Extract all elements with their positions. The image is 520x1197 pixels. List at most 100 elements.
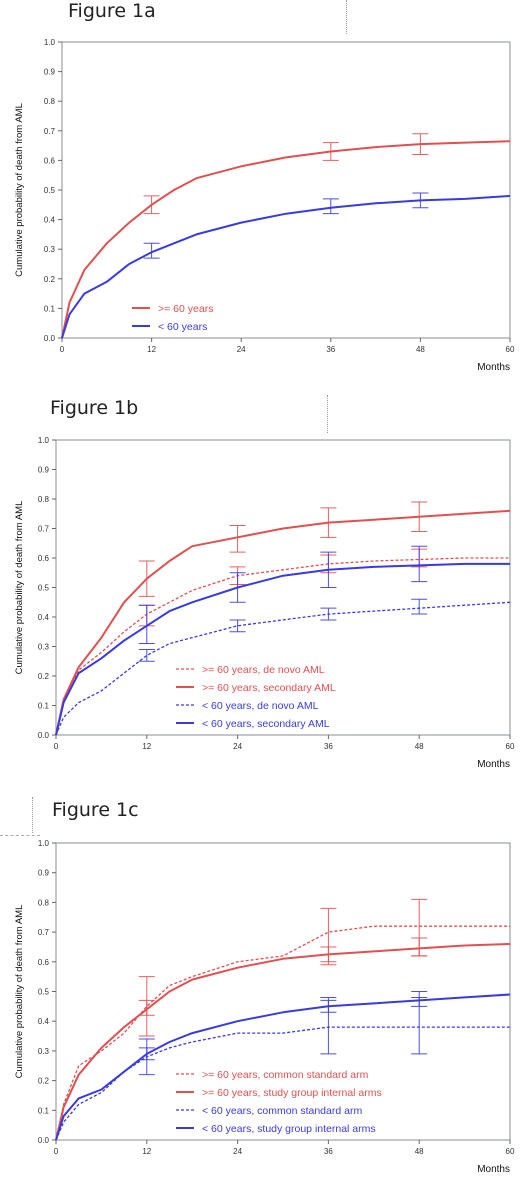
error-bar-lt-60-years-secondary-aml (411, 545, 428, 583)
y-tick-label: 0.7 (38, 525, 50, 534)
legend-label: >= 60 years, study group internal arms (202, 1087, 382, 1099)
figure-1c-top-rule (0, 835, 40, 836)
series-line-lt-60-years-secondary-aml (55, 562, 510, 736)
y-tick-label: 0.6 (38, 554, 50, 563)
y-tick-label: 0.3 (44, 245, 56, 254)
y-tick-label: 0.1 (38, 1106, 50, 1115)
y-axis-label: Cumulative probability of death from AML (14, 905, 25, 1079)
y-tick-label: 0.5 (44, 186, 56, 195)
series-line-lt-60-years-study-group-internal-arms (55, 993, 511, 1141)
x-tick-label: 60 (506, 345, 515, 354)
error-bar-ge-60-years-secondary-aml (411, 501, 428, 532)
x-tick-label: 0 (54, 742, 59, 751)
x-tick-label: 0 (60, 345, 65, 354)
x-tick-label: 48 (415, 1147, 424, 1156)
x-axis-label: Months (477, 759, 510, 770)
error-bar-lt-60-years-secondary-aml (229, 572, 246, 603)
figure-1a-guide (346, 0, 347, 34)
series-line-ge-60-years (61, 140, 511, 339)
figure-1a-panel: Figure 1a 0.0 0.1 0.2 0.3 0.4 0.5 0.6 0.7 0.8 0.9… (0, 0, 520, 395)
error-bar-lt-60-years-de-novo-aml (229, 619, 246, 633)
y-axis-label: Cumulative probability of death from AML (14, 501, 25, 675)
y-axis-label: Cumulative probability of death from AML (14, 103, 25, 277)
y-tick-label: 0.4 (44, 216, 56, 225)
y-tick-label: 0.1 (44, 304, 56, 313)
figure-1b-guide (327, 395, 328, 433)
error-bar-ge-60-years-study-group-internal-arms (320, 946, 337, 963)
x-tick-label: 0 (54, 1147, 59, 1156)
x-tick-label: 12 (147, 345, 156, 354)
error-bar-ge-60-years-secondary-aml (229, 525, 246, 553)
x-tick-label: 36 (324, 1147, 333, 1156)
figure-1a-title: Figure 1a (68, 0, 156, 22)
legend-label: < 60 years, de novo AML (202, 700, 319, 712)
series-line-ge-60-years-study-group-internal-arms (55, 943, 511, 1141)
error-bar-lt-60-years-de-novo-aml (320, 607, 337, 621)
y-tick-label: 0.1 (38, 702, 50, 711)
x-tick-label: 12 (142, 742, 151, 751)
y-tick-label: 0.0 (38, 1136, 50, 1145)
y-tick-label: 1.0 (38, 436, 50, 445)
y-tick-label: 0.0 (44, 334, 56, 343)
series-line-lt-60-years-common-standard-arm (55, 1026, 510, 1141)
series-line-lt-60-years-de-novo-aml (55, 601, 511, 736)
error-bar-lt-60-years-study-group-internal-arms (411, 991, 428, 1007)
y-tick-label: 0.7 (38, 928, 50, 937)
figure-1b-panel: Figure 1b 0.0 0.1 0.2 0.3 0.4 0.5 0.6 0.7 0.8 0.9… (0, 395, 520, 795)
error-bar-lt-60-years-secondary-aml (320, 551, 337, 588)
legend-label: < 60 years (158, 321, 207, 333)
figure-1c-guide (32, 797, 33, 833)
error-bar-lt-60-years (412, 192, 429, 209)
error-bar-lt-60-years (322, 198, 339, 215)
legend-label: >= 60 years (158, 303, 213, 315)
error-bar-lt-60-years-study-group-internal-arms (320, 999, 337, 1013)
y-tick-label: 0.8 (38, 495, 50, 504)
error-bar-ge-60-years (322, 142, 339, 161)
figure-1c-title: Figure 1c (52, 799, 139, 821)
y-tick-label: 0.3 (38, 643, 50, 652)
legend-label: >= 60 years, secondary AML (202, 682, 336, 694)
x-tick-label: 36 (326, 345, 335, 354)
y-tick-label: 0.6 (44, 156, 56, 165)
x-tick-label: 24 (233, 742, 242, 751)
x-axis-label: Months (477, 1164, 510, 1175)
plot-frame (61, 41, 511, 339)
y-tick-label: 0.9 (38, 869, 50, 878)
legend-label: >= 60 years, de novo AML (202, 664, 325, 676)
legend-label: < 60 years, common standard arm (202, 1105, 362, 1117)
series-line-ge-60-years-common-standard-arm (55, 925, 510, 1141)
y-tick-label: 0.4 (38, 613, 50, 622)
y-tick-label: 0.6 (38, 958, 50, 967)
y-tick-label: 0.0 (38, 731, 50, 740)
y-tick-label: 0.7 (44, 127, 56, 136)
error-bar-ge-60-years-secondary-aml (138, 560, 155, 597)
y-tick-label: 0.9 (44, 68, 56, 77)
x-tick-label: 60 (506, 742, 515, 751)
error-bar-lt-60-years-secondary-aml (138, 604, 155, 645)
figure-1c-chart: 0.0 0.1 0.2 0.3 0.4 0.5 0.6 0.7 0.8 0.9 1.0 0 12 24 36… (14, 839, 515, 1175)
error-bar-ge-60-years-study-group-internal-arms (138, 999, 155, 1016)
x-tick-label: 48 (415, 742, 424, 751)
error-bar-lt-60-years (143, 242, 160, 259)
error-bar-lt-60-years-study-group-internal-arms (138, 1047, 155, 1061)
y-tick-label: 0.2 (38, 672, 50, 681)
figure-1a-chart: 0.0 0.1 0.2 0.3 0.4 0.5 0.6 0.7 0.8 0.9 1.0 0 12 24 36… (14, 38, 515, 373)
x-tick-label: 24 (237, 345, 246, 354)
figure-1c-panel: Figure 1c 0.0 0.1 0.2 0.3 0.4 0.5 0.6 0.7 0.8 0.9… (0, 795, 520, 1197)
y-tick-label: 0.4 (38, 1017, 50, 1026)
legend-label: >= 60 years, common standard arm (202, 1069, 369, 1081)
y-tick-label: 0.2 (38, 1077, 50, 1086)
error-bar-ge-60-years-study-group-internal-arms (411, 937, 428, 957)
x-axis-label: Months (477, 362, 510, 373)
y-tick-label: 1.0 (44, 38, 56, 47)
y-tick-label: 0.9 (38, 466, 50, 475)
y-tick-label: 0.3 (38, 1047, 50, 1056)
y-tick-label: 0.8 (38, 898, 50, 907)
y-tick-label: 0.2 (44, 275, 56, 284)
x-tick-label: 24 (233, 1147, 242, 1156)
x-tick-label: 36 (324, 742, 333, 751)
error-bar-ge-60-years-secondary-aml (320, 507, 337, 538)
figure-1b-title: Figure 1b (50, 397, 139, 419)
error-bar-ge-60-years (412, 133, 429, 155)
figure-1b-chart: 0.0 0.1 0.2 0.3 0.4 0.5 0.6 0.7 0.8 0.9 1.0 0 12 24 36… (14, 436, 515, 770)
